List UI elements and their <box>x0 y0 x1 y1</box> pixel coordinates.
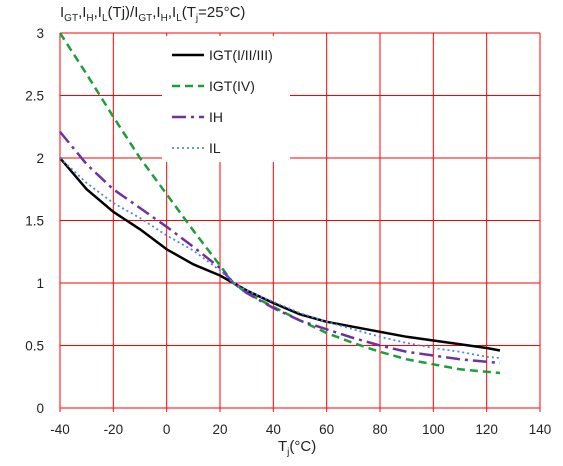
title-text-5: ,I <box>167 4 177 21</box>
title-subscript-4: H <box>160 13 168 24</box>
y-tick-labels: 0 0.5 1 1.5 2 2.5 3 <box>25 26 44 416</box>
x-tick-label: 20 <box>212 422 227 437</box>
x-tick-label: 60 <box>319 422 334 437</box>
grid-lines <box>59 32 541 412</box>
y-tick-label: 1 <box>36 276 44 291</box>
title-text-0: I <box>60 4 65 21</box>
x-tick-label: -40 <box>50 422 70 437</box>
legend-label: IH <box>209 109 223 125</box>
title-subscript-2: L <box>101 13 108 24</box>
title-text-4: ,I <box>152 4 161 21</box>
chart-title: IGT,IH,IL(Tj)/IGT,IH,IL(Tj=25°C) <box>60 4 245 24</box>
xlabel-text-0: T <box>278 438 288 455</box>
y-tick-label: 2 <box>36 151 44 166</box>
legend-label: IGT(I/II/III) <box>209 47 273 63</box>
xlabel-text-1: (°C) <box>289 438 317 455</box>
x-tick-label: 120 <box>475 422 498 437</box>
title-text-3: (Tj)/I <box>107 4 139 21</box>
legend-box <box>162 36 290 162</box>
x-axis-label: Tj(°C) <box>278 438 316 458</box>
title-text-6: (T <box>181 4 196 21</box>
x-tick-label: 40 <box>266 422 281 437</box>
title-subscript-0: GT <box>64 13 79 24</box>
series-line-3 <box>59 131 501 365</box>
title-subscript-6: j <box>195 13 199 24</box>
y-tick-label: 0.5 <box>25 339 44 354</box>
y-tick-label: 0 <box>36 401 44 416</box>
series-line-1 <box>59 157 501 352</box>
x-tick-label: 0 <box>163 422 171 437</box>
title-subscript-5: L <box>176 13 182 24</box>
title-subscript-3: GT <box>138 13 153 24</box>
title-text-1: ,I <box>78 4 87 21</box>
series-line-4 <box>59 157 501 359</box>
legend-label: IL <box>209 140 221 156</box>
y-tick-label: 2.5 <box>25 89 44 104</box>
x-tick-label: 100 <box>422 422 445 437</box>
xlabel-subscript-0: j <box>287 447 290 458</box>
series-layer <box>58 32 501 375</box>
x-tick-label: 80 <box>372 422 387 437</box>
title-subscript-1: H <box>86 13 94 24</box>
legend: IGT(I/II/III) IGT(IV) IH IL <box>162 36 290 162</box>
x-tick-label: 140 <box>529 422 552 437</box>
title-text-2: ,I <box>93 4 102 21</box>
legend-label: IGT(IV) <box>209 78 255 94</box>
y-tick-label: 1.5 <box>25 214 44 229</box>
y-tick-label: 3 <box>36 26 44 41</box>
title-text-7: =25°C) <box>198 4 246 21</box>
x-tick-labels: -40 -20 0 20 40 60 80 100 120 140 <box>50 422 551 437</box>
x-tick-label: -20 <box>104 422 124 437</box>
